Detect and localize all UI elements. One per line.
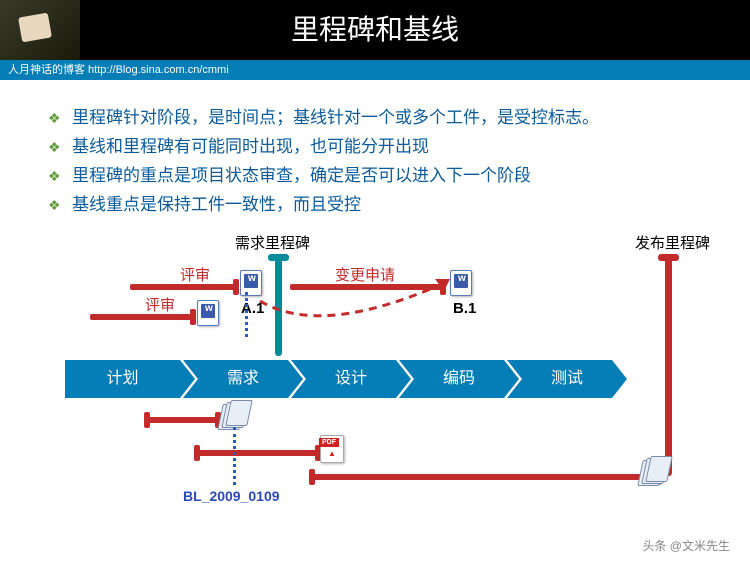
dotted-line-top <box>245 292 248 337</box>
phase-chevron: 测试 <box>507 360 612 398</box>
doc-icon <box>240 270 262 296</box>
phase-chevrons: 计划 需求 设计 编码 测试 <box>65 360 615 398</box>
label-baseline: BL_2009_0109 <box>183 488 280 504</box>
header-image <box>0 0 80 60</box>
label-review-2: 评审 <box>145 294 175 315</box>
bullet-list: 里程碑针对阶段，是时间点；基线针对一个或多个工件，是受控标志。 基线和里程碑有可… <box>0 80 750 232</box>
phase-chevron: 需求 <box>183 360 288 398</box>
label-req-milestone: 需求里程碑 <box>235 232 310 253</box>
bullet-item: 里程碑的重点是项目状态审查，确定是否可以进入下一个阶段 <box>48 162 702 191</box>
phase-chevron: 编码 <box>399 360 504 398</box>
footer-credit: 头条 @文米先生 <box>642 537 730 554</box>
dotted-line-bottom <box>233 427 236 485</box>
phase-chevron: 计划 <box>65 360 180 398</box>
bullet-item: 基线重点是保持工件一致性，而且受控 <box>48 191 702 220</box>
subheader: 人月神话的博客 http://Blog.sina.com.cn/cmmi <box>0 60 750 80</box>
label-review-1: 评审 <box>180 264 210 285</box>
pdf-icon <box>320 435 344 463</box>
phase-chevron: 设计 <box>291 360 396 398</box>
redbar-bottom-2 <box>195 450 320 456</box>
stack-icon <box>640 460 670 486</box>
redbar-review-1 <box>130 284 238 290</box>
bullet-item: 里程碑针对阶段，是时间点；基线针对一个或多个工件，是受控标志。 <box>48 104 702 133</box>
label-release-milestone: 发布里程碑 <box>635 232 710 253</box>
doc-icon <box>197 300 219 326</box>
redbar-review-2 <box>90 314 195 320</box>
label-change-req: 变更申请 <box>335 264 395 285</box>
diagram: 需求里程碑 发布里程碑 评审 A.1 变更申请 B.1 评审 计划 需求 设计 … <box>25 232 725 532</box>
dashed-arrow <box>260 287 460 337</box>
page-title: 里程碑和基线 <box>0 0 750 60</box>
redbar-bottom-3 <box>310 474 660 480</box>
redbar-bottom-1 <box>145 417 220 423</box>
bullet-item: 基线和里程碑有可能同时出现，也可能分开出现 <box>48 133 702 162</box>
header: 里程碑和基线 <box>0 0 750 60</box>
red-milestone-bar <box>665 256 672 476</box>
